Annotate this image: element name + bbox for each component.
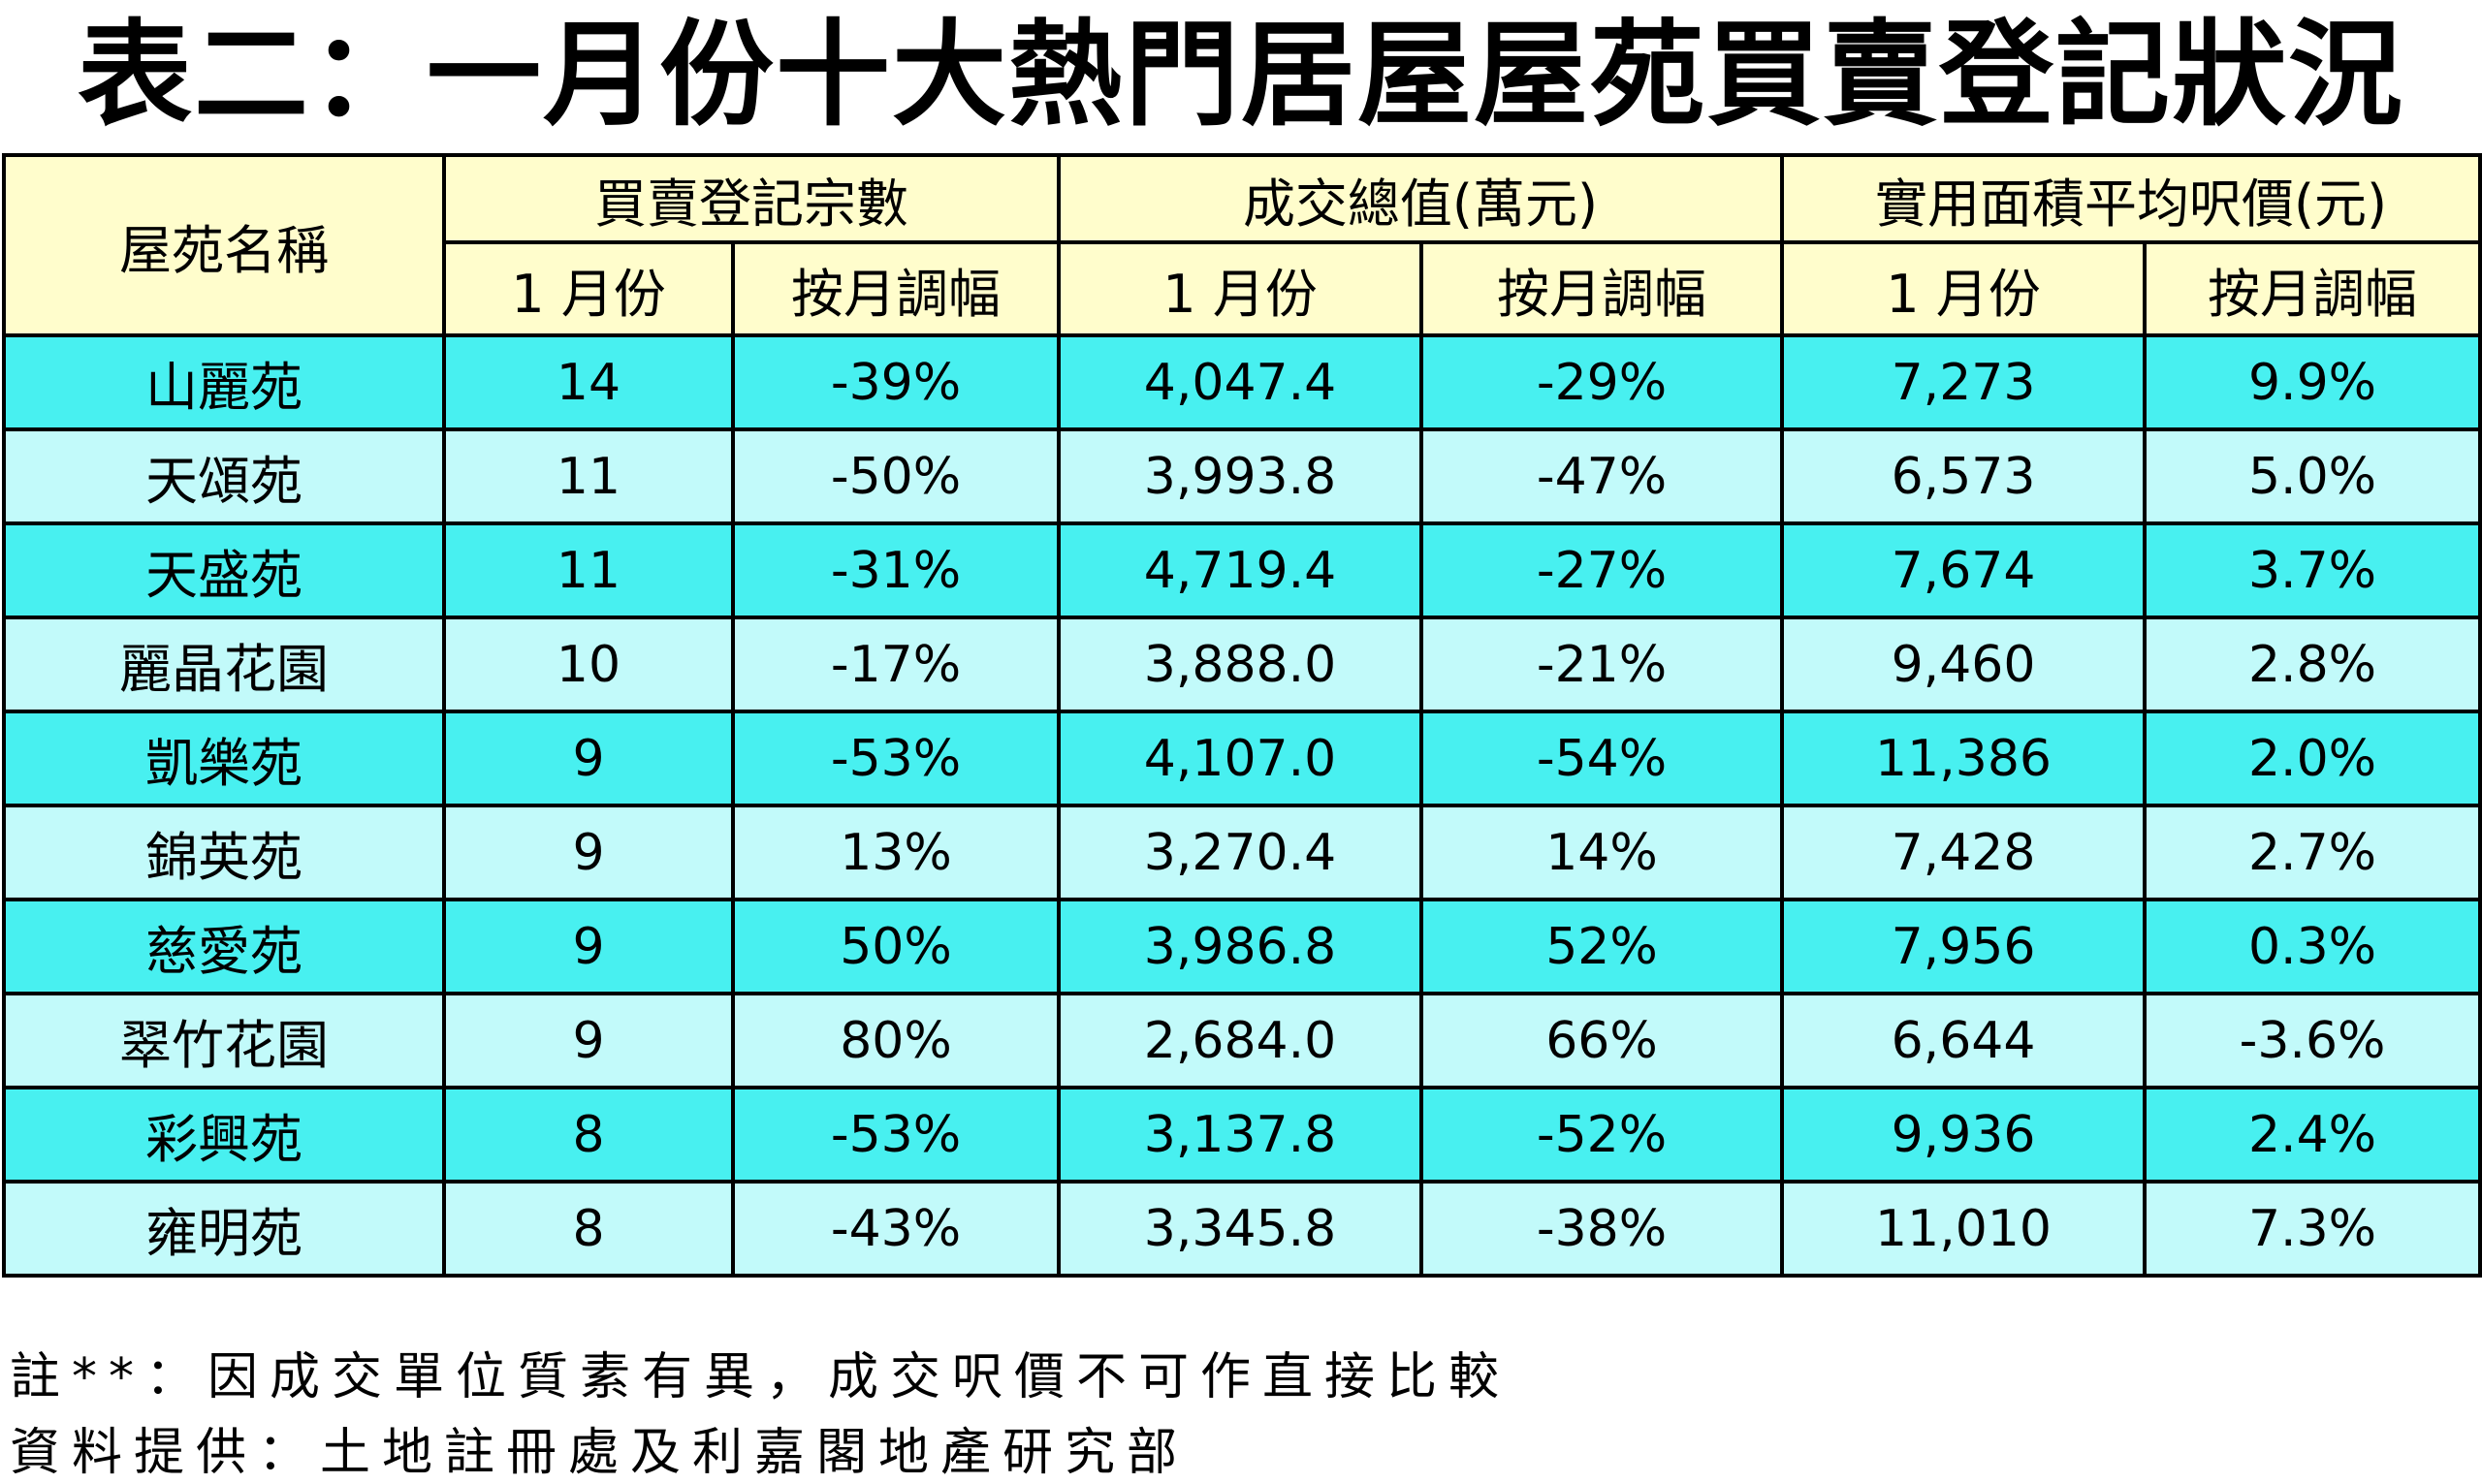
total-value-cell: 3,888.0 bbox=[1057, 616, 1423, 713]
table-row: 慈愛苑 9 50% 3,986.8 52% 7,956 0.3% bbox=[2, 898, 2482, 995]
table-row: 天頌苑 11 -50% 3,993.8 -47% 6,573 5.0% bbox=[2, 427, 2482, 525]
table-row: 雍明苑 8 -43% 3,345.8 -38% 11,010 7.3% bbox=[2, 1180, 2482, 1278]
registrations-change-cell: -53% bbox=[731, 710, 1061, 807]
registrations-change-cell: 80% bbox=[731, 992, 1061, 1089]
registrations-change-cell: -50% bbox=[731, 427, 1061, 525]
table-row: 天盛苑 11 -31% 4,719.4 -27% 7,674 3.7% bbox=[2, 521, 2482, 619]
total-value-cell: 4,107.0 bbox=[1057, 710, 1423, 807]
avg-price-cell: 7,273 bbox=[1780, 333, 2148, 431]
registrations-cell: 8 bbox=[442, 1180, 735, 1278]
total-value-cell: 3,993.8 bbox=[1057, 427, 1423, 525]
registrations-change-cell: -31% bbox=[731, 521, 1061, 619]
header-estate-name: 屋苑名稱 bbox=[2, 153, 446, 337]
transactions-table: 屋苑名稱 買賣登記宗數 成交總值(萬元) 實用面積平均呎價(元) 1 月份 按月… bbox=[2, 153, 2482, 1278]
avg-price-cell: 6,644 bbox=[1780, 992, 2148, 1089]
estate-name-cell: 彩興苑 bbox=[2, 1086, 446, 1184]
table-row: 麗晶花園 10 -17% 3,888.0 -21% 9,460 2.8% bbox=[2, 616, 2482, 713]
avg-price-change-cell: 9.9% bbox=[2143, 333, 2482, 431]
avg-price-cell: 7,674 bbox=[1780, 521, 2148, 619]
avg-price-cell: 7,956 bbox=[1780, 898, 2148, 995]
avg-price-change-cell: 3.7% bbox=[2143, 521, 2482, 619]
total-value-cell: 3,345.8 bbox=[1057, 1180, 1423, 1278]
table-row: 山麗苑 14 -39% 4,047.4 -29% 7,273 9.9% bbox=[2, 333, 2482, 431]
avg-price-cell: 6,573 bbox=[1780, 427, 2148, 525]
registrations-change-cell: 50% bbox=[731, 898, 1061, 995]
total-value-cell: 2,684.0 bbox=[1057, 992, 1423, 1089]
estate-name-cell: 雍明苑 bbox=[2, 1180, 446, 1278]
total-value-change-cell: -52% bbox=[1418, 1086, 1785, 1184]
estate-name-cell: 天盛苑 bbox=[2, 521, 446, 619]
table-row: 翠竹花園 9 80% 2,684.0 66% 6,644 -3.6% bbox=[2, 992, 2482, 1089]
avg-price-cell: 9,936 bbox=[1780, 1086, 2148, 1184]
header-group-registrations: 買賣登記宗數 bbox=[442, 153, 1061, 244]
total-value-change-cell: -21% bbox=[1418, 616, 1785, 713]
avg-price-change-cell: 2.8% bbox=[2143, 616, 2482, 713]
total-value-change-cell: 52% bbox=[1418, 898, 1785, 995]
avg-price-change-cell: 2.7% bbox=[2143, 804, 2482, 901]
avg-price-cell: 9,460 bbox=[1780, 616, 2148, 713]
header-price-month: 1 月份 bbox=[1780, 240, 2148, 337]
registrations-change-cell: -17% bbox=[731, 616, 1061, 713]
registrations-cell: 14 bbox=[442, 333, 735, 431]
registrations-change-cell: 13% bbox=[731, 804, 1061, 901]
header-value-change: 按月調幅 bbox=[1418, 240, 1785, 337]
estate-name-cell: 天頌苑 bbox=[2, 427, 446, 525]
avg-price-change-cell: 7.3% bbox=[2143, 1180, 2482, 1278]
total-value-cell: 4,719.4 bbox=[1057, 521, 1423, 619]
header-price-change: 按月調幅 bbox=[2143, 240, 2482, 337]
registrations-cell: 9 bbox=[442, 992, 735, 1089]
estate-name-cell: 錦英苑 bbox=[2, 804, 446, 901]
avg-price-change-cell: 2.4% bbox=[2143, 1086, 2482, 1184]
registrations-cell: 9 bbox=[442, 710, 735, 807]
total-value-change-cell: 14% bbox=[1418, 804, 1785, 901]
estate-name-cell: 凱樂苑 bbox=[2, 710, 446, 807]
table-row: 凱樂苑 9 -53% 4,107.0 -54% 11,386 2.0% bbox=[2, 710, 2482, 807]
estate-name-cell: 翠竹花園 bbox=[2, 992, 446, 1089]
avg-price-change-cell: -3.6% bbox=[2143, 992, 2482, 1089]
registrations-change-cell: -53% bbox=[731, 1086, 1061, 1184]
avg-price-change-cell: 0.3% bbox=[2143, 898, 2482, 995]
header-value-month: 1 月份 bbox=[1057, 240, 1423, 337]
table-body: 山麗苑 14 -39% 4,047.4 -29% 7,273 9.9% 天頌苑 … bbox=[2, 333, 2482, 1278]
total-value-cell: 3,986.8 bbox=[1057, 898, 1423, 995]
total-value-change-cell: -47% bbox=[1418, 427, 1785, 525]
total-value-change-cell: -29% bbox=[1418, 333, 1785, 431]
table-row: 錦英苑 9 13% 3,270.4 14% 7,428 2.7% bbox=[2, 804, 2482, 901]
total-value-cell: 3,137.8 bbox=[1057, 1086, 1423, 1184]
total-value-cell: 4,047.4 bbox=[1057, 333, 1423, 431]
header-registrations-month: 1 月份 bbox=[442, 240, 735, 337]
registrations-change-cell: -39% bbox=[731, 333, 1061, 431]
registrations-cell: 9 bbox=[442, 804, 735, 901]
registrations-cell: 9 bbox=[442, 898, 735, 995]
registrations-cell: 10 bbox=[442, 616, 735, 713]
total-value-change-cell: 66% bbox=[1418, 992, 1785, 1089]
avg-price-cell: 11,386 bbox=[1780, 710, 2148, 807]
avg-price-cell: 7,428 bbox=[1780, 804, 2148, 901]
table-row: 彩興苑 8 -53% 3,137.8 -52% 9,936 2.4% bbox=[2, 1086, 2482, 1184]
estate-name-cell: 山麗苑 bbox=[2, 333, 446, 431]
header-group-total-value: 成交總值(萬元) bbox=[1056, 153, 1785, 244]
source-credit: 資料提供：土地註冊處及利嘉閣地產研究部 bbox=[10, 1424, 1190, 1482]
avg-price-change-cell: 2.0% bbox=[2143, 710, 2482, 807]
estate-name-cell: 麗晶花園 bbox=[2, 616, 446, 713]
estate-name-cell: 慈愛苑 bbox=[2, 898, 446, 995]
registrations-change-cell: -43% bbox=[731, 1180, 1061, 1278]
total-value-cell: 3,270.4 bbox=[1057, 804, 1423, 901]
header-registrations-change: 按月調幅 bbox=[731, 240, 1061, 337]
registrations-cell: 11 bbox=[442, 427, 735, 525]
registrations-cell: 11 bbox=[442, 521, 735, 619]
footnote: 註**：因成交單位質素有異，成交呎價不可作直接比較 bbox=[10, 1348, 1511, 1406]
avg-price-change-cell: 5.0% bbox=[2143, 427, 2482, 525]
total-value-change-cell: -38% bbox=[1418, 1180, 1785, 1278]
registrations-cell: 8 bbox=[442, 1086, 735, 1184]
total-value-change-cell: -54% bbox=[1418, 710, 1785, 807]
avg-price-cell: 11,010 bbox=[1780, 1180, 2148, 1278]
page-title: 表二：一月份十大熱門居屋屋苑買賣登記狀況 bbox=[77, 8, 2404, 142]
total-value-change-cell: -27% bbox=[1418, 521, 1785, 619]
table-header: 屋苑名稱 買賣登記宗數 成交總值(萬元) 實用面積平均呎價(元) 1 月份 按月… bbox=[2, 153, 2482, 337]
header-group-avg-price: 實用面積平均呎價(元) bbox=[1780, 153, 2482, 244]
